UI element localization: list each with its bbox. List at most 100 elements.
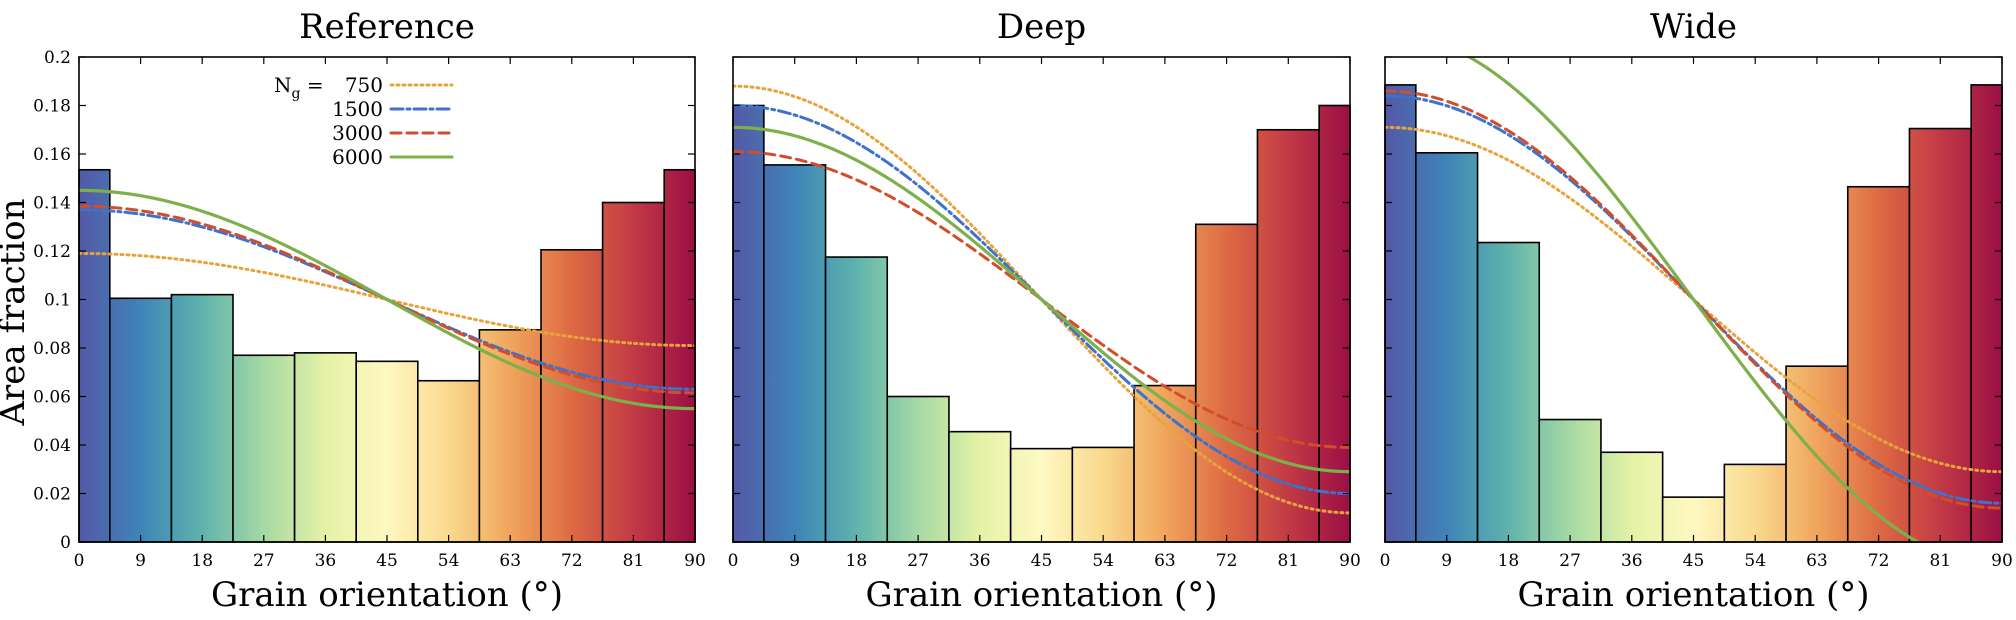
- y-tick-label: 0: [60, 533, 71, 553]
- bar-2: [170, 293, 234, 543]
- x-tick-label: 36: [315, 551, 337, 571]
- bars: [78, 168, 696, 543]
- curve-3000: [733, 150, 1350, 449]
- curve-6000: [79, 188, 695, 411]
- bar-4: [948, 430, 1012, 543]
- x-tick-label: 18: [1498, 551, 1520, 571]
- bar-6: [416, 379, 481, 543]
- x-tick-label: 90: [684, 551, 706, 571]
- bar-9: [1256, 128, 1320, 543]
- x-tick-label: 0: [1380, 551, 1391, 571]
- x-tick-label: 9: [789, 551, 800, 571]
- y-tick-label: 0.12: [33, 242, 71, 262]
- y-tick-label: 0.1: [44, 291, 71, 311]
- bar-3: [232, 354, 296, 543]
- x-tick-label: 45: [1683, 551, 1705, 571]
- bar-2: [1476, 241, 1541, 543]
- x-tick-label: 54: [438, 551, 460, 571]
- bar-0: [78, 168, 111, 543]
- bar-8: [1194, 223, 1259, 543]
- bar-8: [1846, 185, 1911, 543]
- ticks: 0 9 18 27 36 45 54 63 72 81 90: [1380, 56, 2013, 571]
- bar-1: [1415, 151, 1479, 543]
- bar-6: [1723, 463, 1787, 543]
- bar-5: [1009, 447, 1074, 543]
- bar-3: [1538, 418, 1602, 543]
- x-tick-label: 0: [728, 551, 739, 571]
- x-tick-label: 90: [1991, 551, 2013, 571]
- fit-curves: [733, 84, 1350, 515]
- x-tick-label: 81: [1277, 551, 1299, 571]
- x-tick-label: 27: [907, 551, 929, 571]
- y-axis-label: Area fraction: [0, 198, 33, 426]
- x-tick-label: 63: [1154, 551, 1176, 571]
- y-tick-label: 0.04: [33, 436, 71, 456]
- bar-1: [763, 164, 827, 543]
- x-tick-label: 90: [1339, 551, 1361, 571]
- x-tick-label: 54: [1092, 551, 1114, 571]
- bar-10: [663, 168, 696, 543]
- x-tick-label: 0: [74, 551, 85, 571]
- x-tick-label: 27: [253, 551, 275, 571]
- x-tick-label: 63: [499, 551, 521, 571]
- x-axis-label: Grain orientation (°): [211, 575, 563, 615]
- fit-curves: [79, 188, 695, 411]
- legend-prefix: Ng =: [274, 73, 324, 102]
- x-tick-label: 45: [376, 551, 398, 571]
- y-tick-label: 0.2: [44, 48, 71, 68]
- x-tick-label: 27: [1559, 551, 1581, 571]
- x-tick-label: 54: [1744, 551, 1766, 571]
- bar-5: [355, 360, 419, 543]
- bar-10: [1970, 84, 2003, 543]
- x-axis-label: Grain orientation (°): [1517, 575, 1869, 615]
- legend-entry-label: 6000: [332, 145, 383, 169]
- fit-curves: [1385, 57, 2002, 542]
- bar-2: [824, 256, 889, 543]
- panel-wide: 0 9 18 27 36 45 54 63 72 81 90 Wide Grain orientatio…: [1380, 7, 2013, 615]
- x-axis-label: Grain orientation (°): [865, 575, 1217, 615]
- y-tick-label: 0.08: [33, 339, 71, 359]
- bars: [1384, 84, 2003, 543]
- x-tick-label: 72: [561, 551, 583, 571]
- ticks: 0 9 18 27 36 45 54 63 72 81 90: [728, 56, 1361, 571]
- x-tick-label: 63: [1806, 551, 1828, 571]
- ticks: 0 9 18 27 36 45 54 63 72 81 90 0 0.02 0.04 0.06 0.08 0.1…: [33, 48, 706, 571]
- bar-9: [601, 201, 665, 543]
- x-tick-label: 81: [623, 551, 645, 571]
- legend-entry-label: 1500: [332, 97, 383, 121]
- panel-title: Reference: [299, 7, 475, 47]
- x-tick-label: 81: [1929, 551, 1951, 571]
- bar-1: [109, 297, 173, 543]
- bar-4: [293, 352, 358, 543]
- panel-title: Wide: [1650, 7, 1737, 47]
- y-tick-label: 0.02: [33, 485, 71, 505]
- curve-6000: [733, 125, 1350, 474]
- bar-7: [1133, 384, 1197, 543]
- panel-reference: 0 9 18 27 36 45 54 63 72 81 90 0 0.02 0.04 0.06 0.08 0.1…: [33, 7, 706, 615]
- bars: [732, 104, 1351, 543]
- y-tick-label: 0.06: [33, 388, 71, 408]
- curve-6000: [1466, 57, 1921, 542]
- legend-entry-label: 3000: [332, 121, 383, 145]
- bar-5: [1661, 496, 1726, 543]
- y-tick-label: 0.18: [33, 97, 71, 117]
- panel-deep: 0 9 18 27 36 45 54 63 72 81 90 Deep Grain orientatio…: [728, 7, 1361, 615]
- y-tick-label: 0.14: [33, 194, 71, 214]
- x-tick-label: 18: [191, 551, 213, 571]
- x-tick-label: 9: [135, 551, 146, 571]
- panel-title: Deep: [997, 7, 1086, 47]
- bar-4: [1600, 451, 1664, 543]
- x-tick-label: 9: [1441, 551, 1452, 571]
- x-tick-label: 18: [846, 551, 868, 571]
- bar-3: [886, 395, 950, 543]
- bar-9: [1908, 127, 1972, 543]
- x-tick-label: 72: [1216, 551, 1238, 571]
- y-tick-label: 0.16: [33, 145, 71, 165]
- bar-6: [1071, 446, 1135, 543]
- x-tick-label: 45: [1031, 551, 1053, 571]
- legend-entry-label: 750: [345, 73, 383, 97]
- x-tick-label: 36: [1621, 551, 1643, 571]
- x-tick-label: 72: [1868, 551, 1890, 571]
